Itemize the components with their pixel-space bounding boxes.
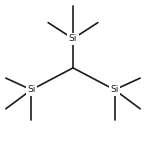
Text: Si: Si [69,34,77,43]
Text: Si: Si [110,85,119,94]
Text: Si: Si [27,85,36,94]
